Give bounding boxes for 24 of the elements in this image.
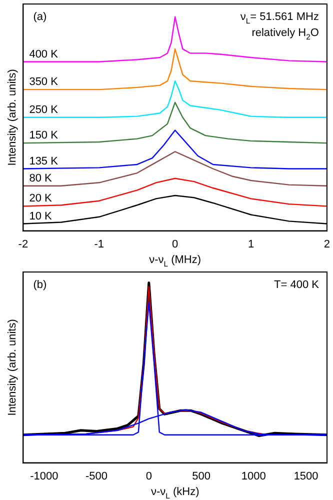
series-label: 250 K xyxy=(29,104,59,116)
annotation: T= 400 K xyxy=(274,279,320,291)
annotation: (b) xyxy=(33,279,47,291)
series-label: 80 K xyxy=(29,172,52,184)
y-axis-title: Intensity (arb. units) xyxy=(6,319,19,416)
series-label: 150 K xyxy=(29,130,59,142)
x-tick-label: 1000 xyxy=(241,470,266,482)
x-tick-label: 0 xyxy=(146,470,152,482)
series-label: 20 K xyxy=(29,192,52,205)
x-tick-label: -1000 xyxy=(30,470,58,482)
x-tick-label: -1 xyxy=(94,238,104,250)
x-tick-label: 1 xyxy=(248,238,254,250)
x-tick-label: 1500 xyxy=(294,470,318,482)
x-tick-label: 0 xyxy=(172,238,178,250)
series-label: 10 K xyxy=(29,210,52,222)
x-tick-label: -500 xyxy=(86,470,108,482)
x-tick-label: 500 xyxy=(192,470,210,482)
y-axis-title: Intensity (arb. units) xyxy=(6,69,19,166)
x-tick-label: -2 xyxy=(18,238,28,250)
series-label: 350 K xyxy=(29,76,59,88)
series-label: 135 K xyxy=(29,155,59,168)
annotation: (a) xyxy=(33,11,47,23)
x-tick-label: 2 xyxy=(324,238,330,250)
series-label: 400 K xyxy=(29,48,59,60)
